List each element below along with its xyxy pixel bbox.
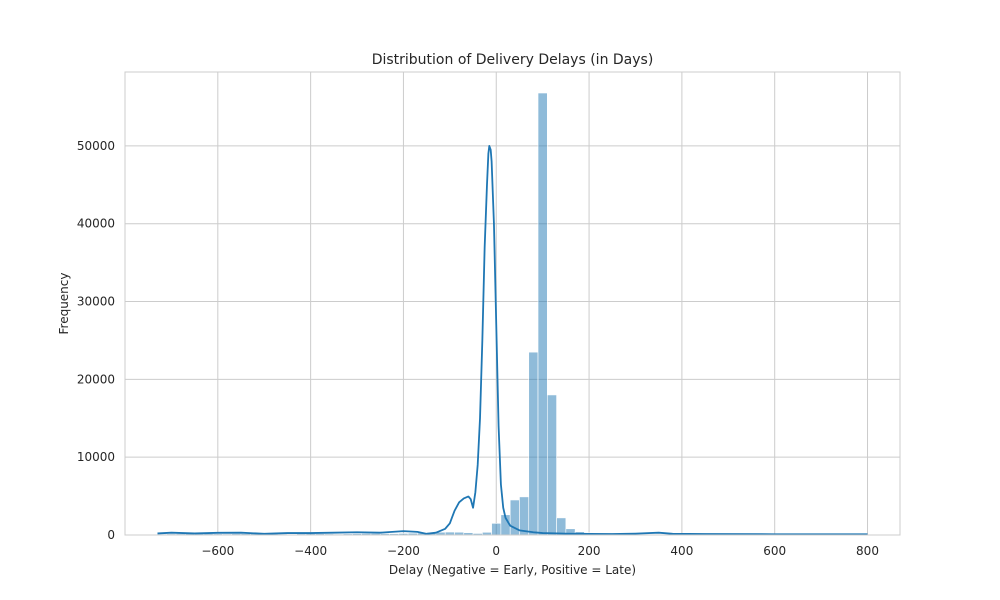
x-tick-label: −400 [294, 544, 327, 558]
y-axis-title: Frequency [57, 273, 71, 335]
histogram-bars [157, 92, 864, 536]
x-tick-labels: −600 −400 −200 0 200 400 600 800 [201, 544, 879, 558]
x-tick-label: 600 [763, 544, 786, 558]
x-tick-label: 400 [670, 544, 693, 558]
histogram-bar [537, 92, 548, 536]
y-tick-labels: 0 10000 20000 30000 40000 50000 [77, 139, 115, 542]
histogram-bar [491, 523, 502, 536]
y-tick-label: 20000 [77, 372, 115, 386]
plot-frame [124, 71, 901, 536]
grid-layer [125, 72, 900, 536]
chart-title: Distribution of Delivery Delays (in Days… [372, 52, 654, 68]
histogram-bar [547, 394, 557, 536]
x-tick-label: 200 [578, 544, 601, 558]
x-tick-label: −200 [387, 544, 420, 558]
histogram-bar [556, 517, 567, 536]
kde-curve [157, 145, 868, 536]
y-tick-label: 40000 [77, 217, 115, 231]
y-tick-label: 50000 [77, 139, 115, 153]
histogram-bar [528, 351, 539, 536]
y-tick-label: 0 [107, 528, 115, 542]
x-tick-label: 0 [492, 544, 500, 558]
x-tick-label: 800 [856, 544, 879, 558]
histogram-bar [519, 496, 530, 536]
kde-curve-layer [157, 145, 868, 536]
y-tick-label: 10000 [77, 450, 115, 464]
x-tick-label: −600 [201, 544, 234, 558]
x-axis-title: Delay (Negative = Early, Positive = Late… [389, 563, 636, 577]
y-tick-label: 30000 [77, 295, 115, 309]
